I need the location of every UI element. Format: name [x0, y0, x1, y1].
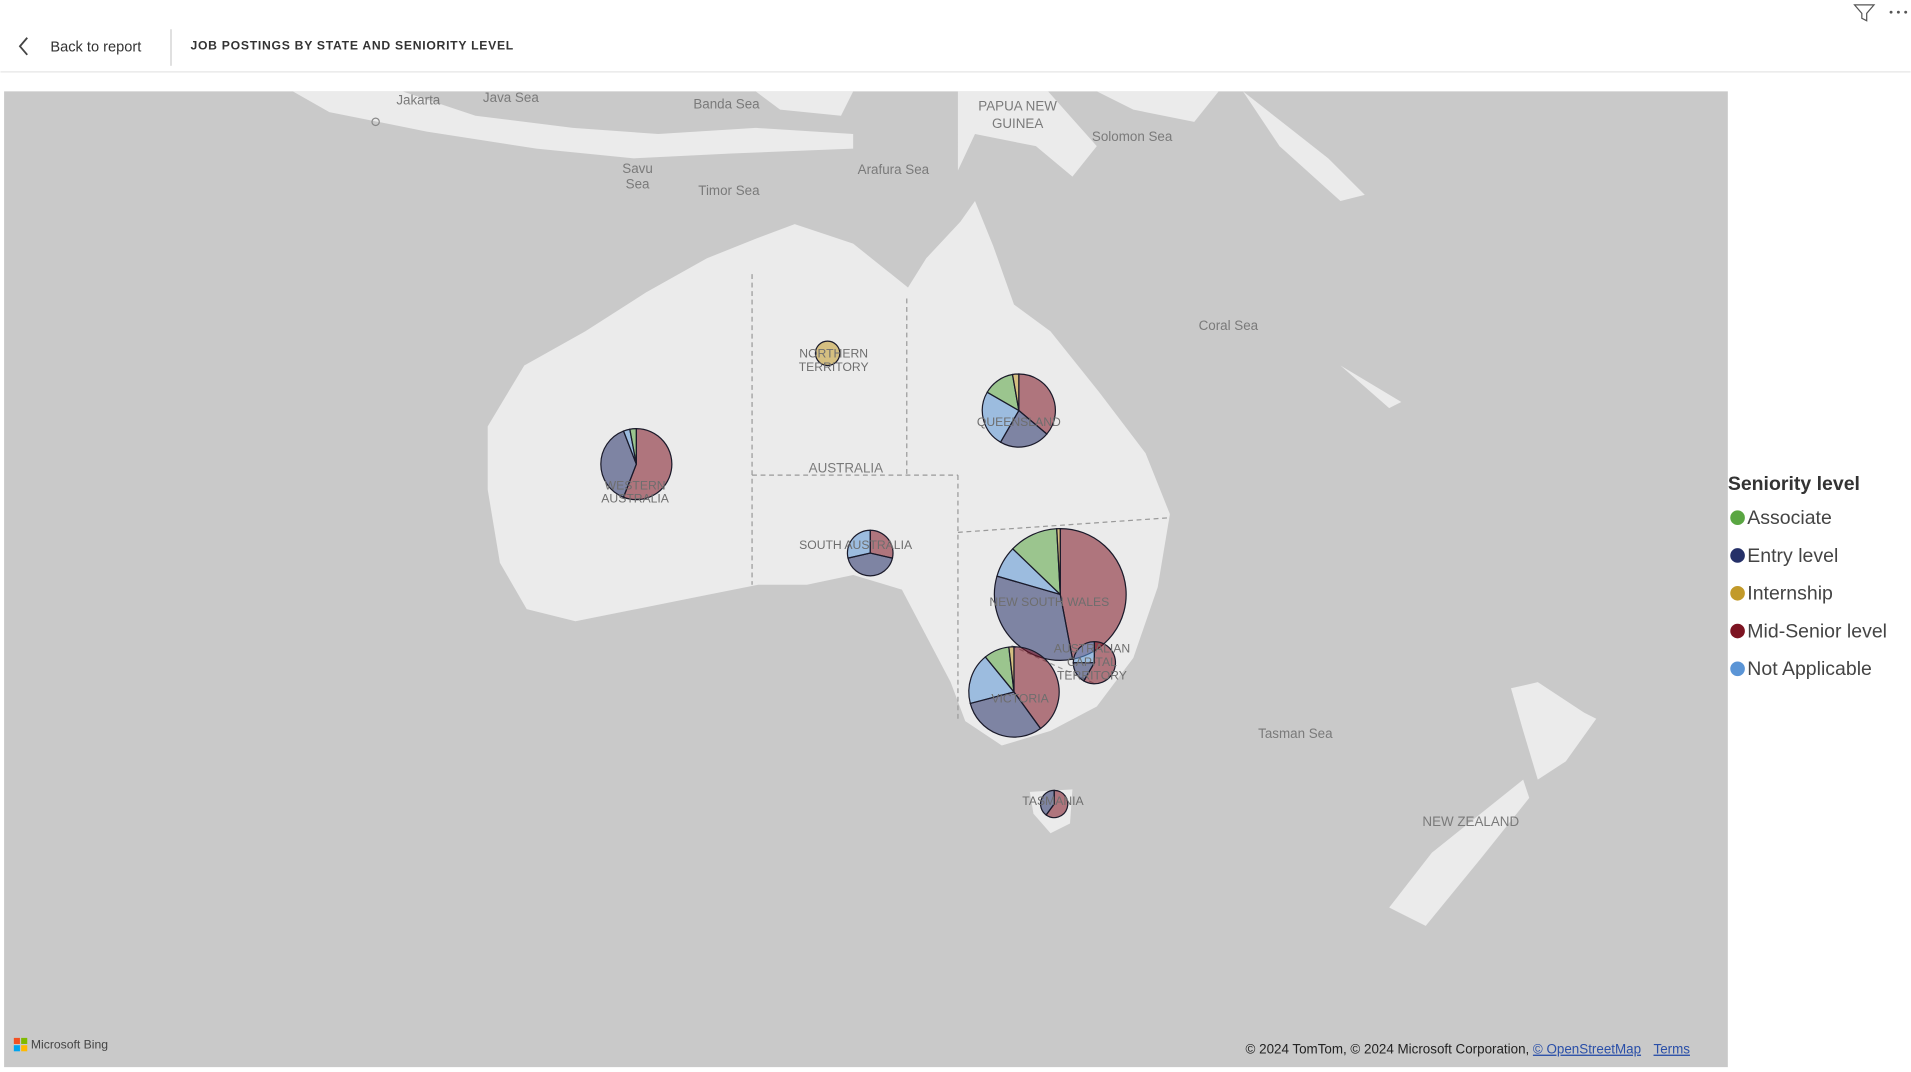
legend-label: Associate [1747, 507, 1831, 529]
map-label: Coral Sea [1199, 318, 1259, 333]
map-label: CAPITAL [1067, 655, 1117, 669]
map-label: Arafura Sea [858, 162, 930, 177]
map-label: Timor Sea [698, 183, 760, 198]
map: Jakarta Java Sea Banda Sea PAPUA NEW GUINEA S… [4, 90, 1728, 1068]
attribution: © 2024 TomTom, © 2024 Microsoft Corporat… [1246, 1042, 1530, 1057]
pie-slice [1082, 640, 1117, 685]
pie-slice [981, 391, 1020, 444]
pie-slice [1056, 527, 1061, 595]
pie-slice [846, 529, 871, 559]
pie-slice [629, 428, 637, 465]
map-label: VICTORIA [991, 691, 1049, 705]
pie-slice [600, 430, 637, 499]
map-label: Java Sea [483, 90, 539, 105]
map-label: Tasman Sea [1258, 726, 1333, 741]
pie-slice [814, 340, 841, 367]
map-label: Savu [622, 161, 653, 176]
legend-label: Not Applicable [1747, 658, 1872, 680]
back-icon[interactable] [18, 37, 28, 56]
header: Back to report JOB POSTINGS BY STATE AND… [0, 4, 1911, 73]
legend-label: Internship [1747, 583, 1833, 605]
map-label: AUSTRALIA [601, 492, 670, 506]
map-label: Solomon Sea [1092, 129, 1173, 144]
pie-slice [622, 428, 673, 501]
pie-slice [847, 552, 894, 577]
map-label: AUSTRALIA [809, 461, 883, 476]
pie-slice [1013, 646, 1060, 730]
legend-swatch [1730, 585, 1745, 601]
legend-swatch [1730, 623, 1745, 639]
map-label: NEW ZEALAND [1422, 814, 1519, 829]
pie-slice [999, 409, 1048, 448]
legend-title: Seniority level [1728, 473, 1860, 495]
osm-link[interactable]: © OpenStreetMap [1533, 1042, 1641, 1057]
pie-slice [869, 529, 894, 559]
map-label: QUEENSLAND [977, 415, 1061, 429]
map-label: TERRITORY [799, 360, 869, 374]
map-label: Sea [626, 177, 650, 192]
map-label: NEW SOUTH WALES [989, 595, 1109, 609]
map-label: GUINEA [992, 116, 1043, 131]
map-label: TERRITORY [1057, 668, 1127, 682]
ocean [4, 91, 1728, 1068]
pie-slice [968, 656, 1016, 705]
map-label: PAPUA NEW [978, 99, 1057, 114]
legend-label: Entry level [1747, 545, 1838, 567]
pie-slice [1072, 640, 1095, 664]
pie-slice [993, 575, 1074, 661]
terms-link[interactable]: Terms [1654, 1042, 1691, 1057]
map-label: NORTHERN [799, 347, 868, 361]
city-marker [371, 117, 380, 127]
pie-slice [1040, 789, 1055, 816]
legend-swatch [1730, 548, 1745, 563]
map-label: Jakarta [396, 93, 440, 108]
legend-label: Mid-Senior level [1747, 620, 1887, 642]
page-title: JOB POSTINGS BY STATE AND SENIORITY LEVE… [190, 39, 514, 53]
more-icon[interactable] [1889, 10, 1908, 14]
bing-brand: Microsoft Bing [31, 1037, 108, 1051]
pie-slice [1011, 373, 1020, 411]
map-label: TASMANIA [1022, 794, 1084, 808]
pie-slice [1018, 373, 1056, 435]
pie-slice [969, 691, 1042, 738]
filter-icon[interactable] [1853, 4, 1876, 22]
pie-slice [1008, 646, 1015, 692]
back-link[interactable]: Back to report [50, 39, 141, 55]
pie-slice [1045, 789, 1069, 819]
map-label: WESTERN [605, 478, 666, 492]
map-label: SOUTH AUSTRALIA [799, 538, 913, 552]
legend-swatch [1730, 661, 1745, 677]
map-label: Banda Sea [693, 96, 760, 111]
legend-swatch [1730, 510, 1745, 526]
map-label: AUSTRALIAN [1054, 642, 1130, 656]
bing-logo [13, 1037, 28, 1052]
